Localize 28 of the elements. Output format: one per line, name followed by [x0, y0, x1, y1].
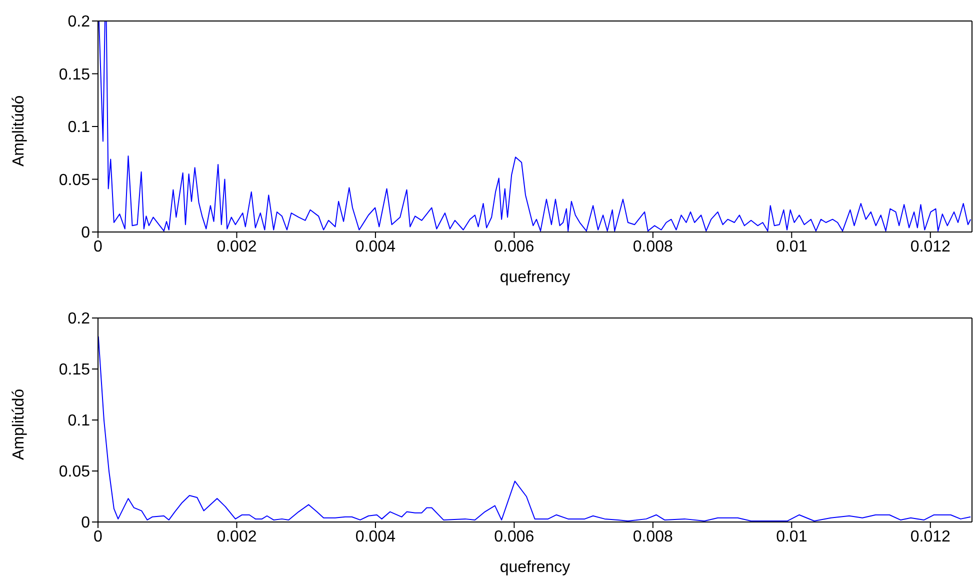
x-tick-label: 0.004 — [355, 528, 396, 546]
x-tick-label: 0.006 — [494, 528, 534, 546]
y-tick-label: 0.2 — [68, 14, 90, 31]
x-tick-label: 0.004 — [355, 238, 396, 256]
y-axis-title: Amplitúdó — [10, 388, 28, 460]
y-tick-label: 0.15 — [58, 66, 90, 84]
x-axis-title: quefrency — [500, 559, 570, 576]
x-axis-title: quefrency — [500, 269, 570, 286]
x-tick-label: 0 — [94, 238, 103, 256]
x-tick-label: 0.002 — [216, 528, 257, 546]
x-tick-label: 0.008 — [632, 238, 674, 256]
x-tick-label: 0.012 — [910, 238, 950, 256]
y-tick-label: 0 — [81, 514, 90, 532]
y-tick-label: 0.1 — [68, 119, 90, 136]
y-tick-label: 0 — [81, 224, 90, 242]
y-tick-label: 0.15 — [58, 362, 90, 379]
x-tick-label: 0.002 — [216, 238, 257, 256]
y-tick-label: 0.05 — [58, 172, 90, 189]
x-tick-label: 0.01 — [776, 528, 808, 546]
x-tick-label: 0.006 — [494, 238, 534, 256]
x-tick-label: 0.008 — [632, 528, 674, 546]
y-tick-label: 0.05 — [58, 464, 90, 481]
x-tick-label: 0.012 — [910, 528, 950, 546]
y-axis-title: Amplitúdó — [10, 95, 28, 166]
y-tick-label: 0.1 — [68, 412, 90, 430]
x-tick-label: 0.01 — [776, 238, 808, 256]
x-tick-label: 0 — [94, 528, 103, 546]
y-tick-label: 0.2 — [68, 310, 90, 328]
